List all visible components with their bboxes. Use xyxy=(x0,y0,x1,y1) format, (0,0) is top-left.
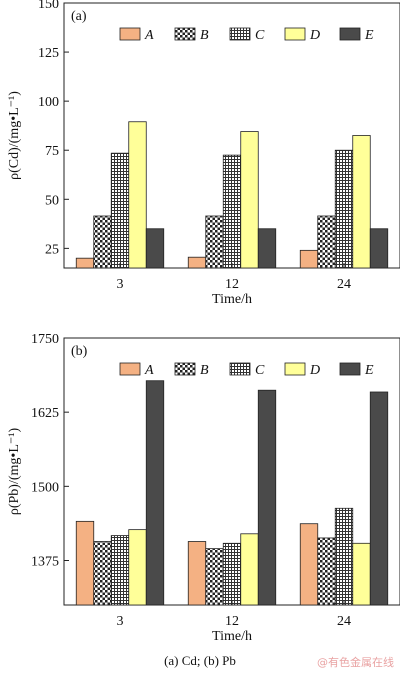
y-tick-label: 25 xyxy=(45,242,59,257)
bar-b-12h xyxy=(205,548,224,606)
bar-a-3h xyxy=(75,520,95,606)
legend-label: E xyxy=(364,363,374,378)
panel-label: (a) xyxy=(71,9,87,24)
bar-b-24h xyxy=(317,537,336,606)
legend-swatch xyxy=(339,27,361,41)
bar-d-24h xyxy=(352,542,371,606)
bar-e-12h xyxy=(257,389,277,606)
bar-c-24h xyxy=(334,507,354,606)
panel-label: (b) xyxy=(71,344,88,359)
bar-a-24h xyxy=(299,249,319,269)
legend-swatch xyxy=(229,362,251,376)
legend-swatch xyxy=(119,27,141,41)
legend-swatch xyxy=(174,27,196,41)
legend-swatch xyxy=(284,27,306,41)
y-tick-label: 150 xyxy=(38,0,59,12)
figure-caption: (a) Cd; (b) Pb xyxy=(164,653,236,668)
bar-b-12h xyxy=(205,215,224,269)
bar-a-12h xyxy=(187,541,207,606)
legend-label: A xyxy=(144,28,154,43)
bar-a-3h xyxy=(75,257,95,269)
x-axis-label: Time/h xyxy=(212,292,252,307)
bar-e-12h xyxy=(257,228,277,269)
legend-label: B xyxy=(200,363,209,378)
bar-c-3h xyxy=(110,535,130,606)
bar-b-3h xyxy=(93,215,112,269)
y-tick-label: 50 xyxy=(45,193,59,208)
x-tick-label: 3 xyxy=(117,277,124,292)
bar-d-3h xyxy=(128,121,147,269)
watermark-text: @有色金属在线 xyxy=(317,656,394,669)
bar-e-3h xyxy=(145,228,165,269)
y-tick-label: 1625 xyxy=(31,406,59,421)
bar-c-3h xyxy=(110,152,130,269)
legend-label: D xyxy=(309,28,320,43)
bar-e-24h xyxy=(369,391,389,606)
legend-swatch xyxy=(284,362,306,376)
legend-swatch xyxy=(229,27,251,41)
legend-label: C xyxy=(255,363,265,378)
x-tick-label: 12 xyxy=(225,277,239,292)
chart-panel-cd: 25 50 75 100 125 150 ρ(Cd)/(mg•L⁻¹) Time/h (a) 3 1… xyxy=(7,0,400,307)
bar-c-12h xyxy=(222,542,242,606)
x-tick-label: 24 xyxy=(337,277,351,292)
bar-e-24h xyxy=(369,228,389,269)
legend-label: B xyxy=(200,28,209,43)
legend-swatch xyxy=(174,362,196,376)
x-tick-label: 12 xyxy=(225,614,239,629)
y-tick-label: 75 xyxy=(45,144,59,159)
legend-label: A xyxy=(144,363,154,378)
y-tick-label: 125 xyxy=(38,46,59,61)
bar-d-12h xyxy=(240,533,259,606)
legend-label: C xyxy=(255,28,265,43)
y-axis-label: ρ(Pb)/(mg•L⁻¹) xyxy=(7,428,22,516)
bar-a-12h xyxy=(187,256,207,269)
y-tick-label: 1750 xyxy=(31,332,59,347)
bar-c-12h xyxy=(222,154,242,269)
bar-d-3h xyxy=(128,529,147,606)
y-tick-label: 1375 xyxy=(31,555,59,570)
legend-swatch xyxy=(119,362,141,376)
x-tick-label: 24 xyxy=(337,614,351,629)
legend-swatch xyxy=(339,362,361,376)
y-tick-label: 100 xyxy=(38,95,59,110)
legend-label: E xyxy=(364,28,374,43)
x-tick-label: 3 xyxy=(117,614,124,629)
x-axis-label: Time/h xyxy=(212,629,252,644)
bar-e-3h xyxy=(145,380,165,606)
chart-panel-pb: 1375 1500 1625 1750 ρ(Pb)/(mg•L⁻¹) Time/h (b) 3… xyxy=(7,332,400,644)
bar-b-24h xyxy=(317,215,336,269)
bar-c-24h xyxy=(334,149,354,269)
bar-a-24h xyxy=(299,523,319,606)
bar-d-24h xyxy=(352,135,371,269)
bar-d-12h xyxy=(240,131,259,269)
y-tick-label: 1500 xyxy=(31,480,59,495)
legend-label: D xyxy=(309,363,320,378)
y-axis-label: ρ(Cd)/(mg•L⁻¹) xyxy=(7,91,22,180)
bar-b-3h xyxy=(93,541,112,606)
